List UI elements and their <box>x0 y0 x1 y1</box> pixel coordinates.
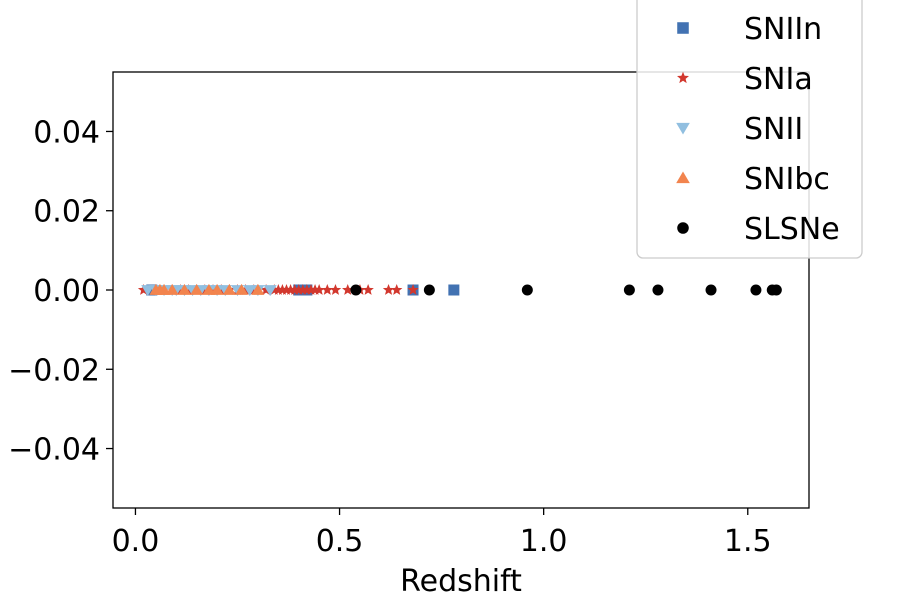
x-tick-label: 0.0 <box>112 524 160 559</box>
data-point-snia <box>260 284 272 295</box>
y-tick-label: 0.02 <box>33 195 100 230</box>
data-point-snia <box>391 284 403 295</box>
data-point-slsne <box>521 284 533 296</box>
series-slsne <box>350 284 782 296</box>
data-point-snibc <box>202 283 216 295</box>
data-point-snia <box>199 284 211 295</box>
data-point-sniin <box>448 284 460 296</box>
data-point-snibc <box>235 283 249 295</box>
plot-marks <box>137 283 782 297</box>
data-point-snia <box>207 284 219 295</box>
data-point-snia <box>239 284 252 295</box>
data-point-snia <box>321 284 334 295</box>
y-axis-ticks: 0.04 0.02 0.00 −0.02 −0.04 <box>8 115 113 468</box>
legend: SNIIn SNIa SNII SNIbc SLSNe <box>636 0 863 259</box>
legend-marker-snibc <box>676 171 690 184</box>
legend-entry-snii: SNII <box>676 112 803 147</box>
data-point-slsne <box>770 284 782 296</box>
x-axis-label: Redshift <box>400 564 522 599</box>
legend-marker-snii <box>676 122 690 135</box>
x-tick-label: 0.5 <box>316 524 364 559</box>
y-tick-label: −0.02 <box>8 353 100 388</box>
legend-marker-snia <box>677 71 689 84</box>
data-point-snia <box>362 284 374 295</box>
data-point-snia <box>407 284 419 295</box>
data-point-sniin <box>146 284 158 296</box>
legend-entry-slsne: SLSNe <box>677 212 840 247</box>
data-point-snia <box>382 284 395 295</box>
legend-entry-snibc: SNIbc <box>676 162 830 197</box>
y-tick-label: 0.00 <box>33 274 100 309</box>
data-point-snia <box>313 284 325 295</box>
data-point-snia <box>215 284 227 295</box>
data-point-snibc <box>222 283 236 295</box>
data-point-snibc <box>165 283 179 295</box>
data-point-snia <box>174 284 187 295</box>
legend-entry-snia: SNIa <box>677 62 813 97</box>
data-point-snia <box>182 284 195 295</box>
data-point-snia <box>137 284 150 295</box>
legend-marker-slsne <box>677 222 689 234</box>
y-tick-label: −0.04 <box>8 433 100 468</box>
legend-label: SLSNe <box>744 212 840 247</box>
data-point-slsne <box>350 284 362 296</box>
legend-label: SNIbc <box>744 162 830 197</box>
data-point-snii <box>141 285 155 297</box>
data-point-slsne <box>750 284 762 296</box>
legend-marker-sniin <box>677 22 689 34</box>
legend-label: SNIa <box>744 62 813 97</box>
data-point-snibc <box>177 283 191 295</box>
data-point-snibc <box>251 283 265 295</box>
data-point-snii <box>243 285 257 297</box>
legend-label: SNIIn <box>744 12 822 47</box>
data-point-snibc <box>157 283 171 295</box>
x-tick-label: 1.0 <box>520 524 568 559</box>
data-point-snii <box>263 285 277 297</box>
legend-box <box>636 0 863 259</box>
legend-entry-sniin: SNIIn <box>677 12 822 47</box>
series-snibc <box>149 283 265 295</box>
data-point-snia <box>342 284 354 295</box>
x-axis-ticks: 0.0 0.5 1.0 1.5 <box>112 508 772 559</box>
data-point-snibc <box>210 283 224 295</box>
legend-label: SNII <box>744 112 803 147</box>
y-tick-label: 0.04 <box>33 115 100 150</box>
data-point-slsne <box>423 284 435 296</box>
data-point-snia <box>329 284 342 295</box>
data-point-slsne <box>705 284 717 296</box>
data-point-slsne <box>652 284 664 296</box>
data-point-slsne <box>623 284 635 296</box>
data-point-snibc <box>190 283 204 295</box>
x-tick-label: 1.5 <box>724 524 772 559</box>
